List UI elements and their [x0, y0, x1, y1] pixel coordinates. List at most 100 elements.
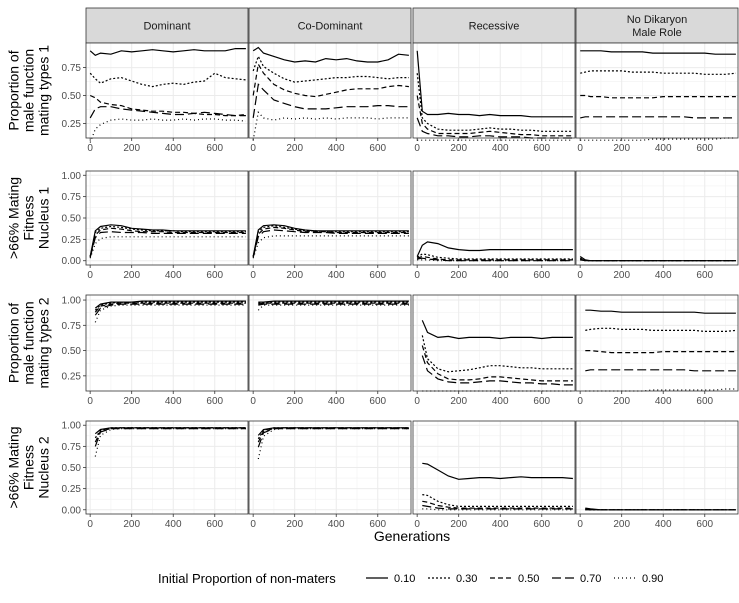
series-line-0.50	[585, 350, 736, 354]
y-tick-label: 1.00	[62, 296, 82, 307]
x-tick-label: 600	[369, 270, 386, 281]
x-tick-label: 600	[696, 519, 713, 530]
series-line-0.70	[94, 428, 246, 447]
series-line-0.10	[252, 46, 409, 63]
y-axis-title: Nucleus 2	[36, 436, 52, 498]
series-line-0.30	[416, 253, 573, 260]
x-tick-label: 600	[369, 396, 386, 407]
panel-background	[413, 43, 575, 138]
facet-strip-label: No Dikaryon	[627, 14, 688, 26]
x-tick-label: 200	[450, 270, 467, 281]
x-tick-label: 200	[450, 143, 467, 154]
y-tick-label: 0.50	[62, 91, 82, 102]
legend-label: 0.10	[394, 573, 415, 585]
x-tick-label: 0	[87, 270, 93, 281]
x-tick-label: 600	[533, 143, 550, 154]
y-tick-label: 0.25	[62, 371, 82, 382]
series-line-0.90	[422, 508, 573, 511]
series-line-0.50	[252, 62, 409, 98]
series-line-0.90	[89, 118, 246, 143]
x-tick-label: 0	[414, 396, 420, 407]
x-tick-label: 600	[696, 396, 713, 407]
x-tick-label: 0	[577, 519, 583, 530]
series-line-0.30	[585, 327, 736, 332]
series-line-0.70	[421, 355, 573, 386]
y-tick-label: 0.50	[62, 346, 82, 357]
series-line-0.90	[580, 259, 736, 262]
series-line-0.30	[89, 225, 246, 257]
series-line-0.10	[89, 224, 246, 257]
x-tick-label: 0	[250, 519, 256, 530]
x-tick-label: 200	[286, 143, 303, 154]
x-tick-label: 0	[414, 519, 420, 530]
x-tick-label: 400	[328, 270, 345, 281]
panel-border	[248, 420, 412, 515]
series-line-0.70	[580, 116, 736, 119]
legend-label: 0.90	[642, 573, 663, 585]
x-tick-label: 0	[250, 396, 256, 407]
x-tick-label: 0	[87, 396, 93, 407]
series-line-0.70	[252, 83, 409, 118]
series-line-0.50	[89, 94, 246, 117]
x-tick-label: 400	[655, 143, 672, 154]
panel-border	[575, 42, 739, 139]
x-tick-label: 200	[123, 270, 140, 281]
panel-border	[575, 294, 739, 392]
x-tick-label: 600	[369, 143, 386, 154]
series-line-0.70	[89, 106, 246, 119]
y-tick-label: 0.75	[62, 321, 82, 332]
x-tick-label: 0	[414, 143, 420, 154]
series-line-0.30	[258, 301, 409, 304]
series-line-0.50	[580, 94, 736, 99]
legend-label: 0.70	[580, 573, 601, 585]
panel-border	[575, 420, 739, 515]
x-tick-label: 400	[492, 519, 509, 530]
series-line-0.70	[89, 231, 246, 258]
panel-border	[412, 420, 576, 515]
y-axis-title: male function	[21, 49, 37, 132]
panel-background	[86, 43, 248, 138]
series-line-0.90	[257, 428, 409, 460]
facet-strip	[85, 7, 249, 44]
series-line-0.10	[89, 48, 246, 56]
series-line-0.30	[580, 70, 736, 75]
panel-background	[576, 295, 738, 391]
x-tick-label: 400	[328, 519, 345, 530]
y-tick-label: 0.25	[62, 119, 82, 130]
x-tick-label: 200	[123, 143, 140, 154]
series-line-0.50	[94, 302, 246, 313]
x-tick-label: 400	[655, 270, 672, 281]
facet-strip	[575, 7, 739, 44]
facet-strip-label: Male Role	[632, 27, 682, 39]
y-tick-label: 0.50	[62, 214, 82, 225]
x-tick-label: 600	[696, 270, 713, 281]
facet-strip	[412, 7, 576, 44]
x-tick-label: 400	[492, 143, 509, 154]
x-tick-label: 600	[533, 396, 550, 407]
x-tick-label: 0	[577, 270, 583, 281]
series-line-0.50	[422, 500, 573, 509]
x-tick-label: 400	[328, 143, 345, 154]
series-line-0.50	[89, 227, 246, 257]
y-tick-label: 0.50	[62, 463, 82, 474]
series-line-0.30	[416, 73, 573, 132]
x-tick-label: 600	[206, 270, 223, 281]
series-line-0.10	[416, 241, 573, 257]
series-line-0.70	[258, 303, 409, 306]
x-tick-label: 200	[123, 519, 140, 530]
x-tick-label: 0	[414, 270, 420, 281]
y-tick-label: 1.00	[62, 421, 82, 432]
x-tick-label: 0	[250, 270, 256, 281]
y-axis-title: >66% Mating	[6, 177, 22, 259]
x-tick-label: 400	[165, 396, 182, 407]
series-line-0.50	[416, 95, 573, 137]
x-tick-label: 400	[328, 396, 345, 407]
y-axis-title: mating types 1	[36, 45, 52, 136]
x-tick-label: 200	[613, 270, 630, 281]
series-line-0.10	[422, 462, 573, 480]
facet-strip-label: Dominant	[143, 21, 190, 33]
panel-border	[248, 294, 412, 392]
x-tick-label: 600	[533, 519, 550, 530]
x-tick-label: 400	[165, 519, 182, 530]
y-axis-title: Fitness	[21, 195, 37, 240]
